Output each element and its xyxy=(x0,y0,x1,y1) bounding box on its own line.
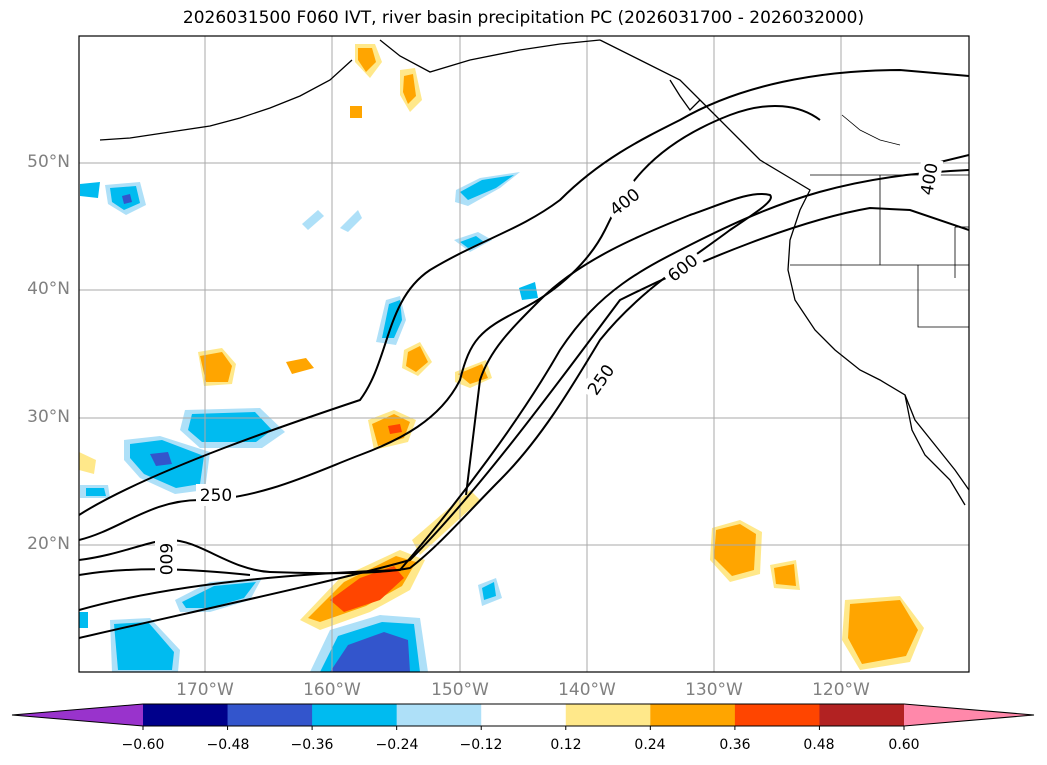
colorbar-bin xyxy=(143,704,229,726)
lat-label: 50°N xyxy=(27,152,70,172)
graticule xyxy=(79,36,969,672)
lon-label: 130°W xyxy=(685,680,743,700)
lon-label: 150°W xyxy=(431,680,489,700)
colorbar-bin xyxy=(565,704,651,726)
lat-label: 20°N xyxy=(27,534,70,554)
colorbar-bin xyxy=(734,704,820,726)
lat-label: 40°N xyxy=(27,279,70,299)
colorbar-bin xyxy=(227,704,313,726)
lon-label: 170°W xyxy=(176,680,234,700)
lat-label: 30°N xyxy=(27,407,70,427)
precip-shading xyxy=(79,44,924,672)
lon-label: 140°W xyxy=(558,680,616,700)
colorbar xyxy=(11,703,1035,730)
colorbar-bin xyxy=(819,704,905,726)
contour-label: 600 xyxy=(155,543,175,575)
lon-label: 120°W xyxy=(812,680,870,700)
colorbar-tick-label: 0.60 xyxy=(888,737,920,753)
colorbar-tick-label: 0.24 xyxy=(634,737,666,753)
colorbar-tick-label: 0.48 xyxy=(803,737,835,753)
colorbar-tick-label: 0.12 xyxy=(550,737,582,753)
colorbar-tick-label: −0.24 xyxy=(375,737,419,753)
colorbar-bin xyxy=(312,704,398,726)
colorbar-extend-max xyxy=(904,704,1034,726)
contour-label: 250 xyxy=(200,486,232,506)
colorbar-tick-label: −0.48 xyxy=(206,737,250,753)
colorbar-tick-label: 0.36 xyxy=(719,737,751,753)
map-title: 2026031500 F060 IVT, river basin precipi… xyxy=(182,8,865,28)
colorbar-tick-label: −0.36 xyxy=(290,737,334,753)
colorbar-tick-label: −0.60 xyxy=(121,737,165,753)
coastlines xyxy=(99,39,969,506)
contour-labels: 400 600 250 250 600 400 xyxy=(155,157,944,579)
colorbar-extend-min xyxy=(12,704,143,726)
colorbar-bin xyxy=(481,704,567,726)
colorbar-tick-label: −0.12 xyxy=(459,737,503,753)
ivt-contours xyxy=(79,68,969,639)
political-borders xyxy=(790,114,969,328)
contour-label: 400 xyxy=(917,161,942,196)
lon-label: 160°W xyxy=(303,680,361,700)
colorbar-bin xyxy=(396,704,482,726)
colorbar-bin xyxy=(650,704,736,726)
map-frame xyxy=(78,35,970,673)
